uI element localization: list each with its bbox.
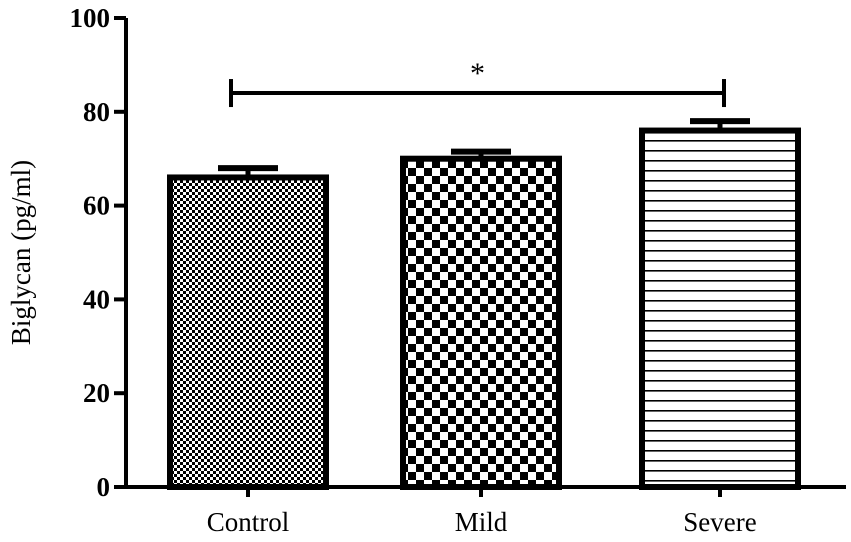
labels: 0 20 40 60 80 100 Control Mild Severe * Biglycan (… — [6, 3, 757, 537]
bar-mild — [400, 155, 562, 490]
x-tick-label-control: Control — [207, 507, 290, 537]
y-tick-label-40: 40 — [83, 284, 110, 314]
y-tick-label-20: 20 — [83, 378, 110, 408]
bar-control — [167, 174, 329, 491]
significance-label: * — [470, 57, 485, 90]
y-tick-label-60: 60 — [83, 191, 110, 221]
y-tick-label-0: 0 — [97, 472, 111, 502]
bars — [167, 79, 801, 491]
bar-severe — [639, 127, 801, 490]
x-tick-label-mild: Mild — [455, 507, 508, 537]
y-axis-title: Biglycan (pg/ml) — [6, 160, 36, 345]
x-tick-label-severe: Severe — [683, 507, 756, 537]
y-tick-label-100: 100 — [70, 3, 111, 33]
y-tick-label-80: 80 — [83, 97, 110, 127]
